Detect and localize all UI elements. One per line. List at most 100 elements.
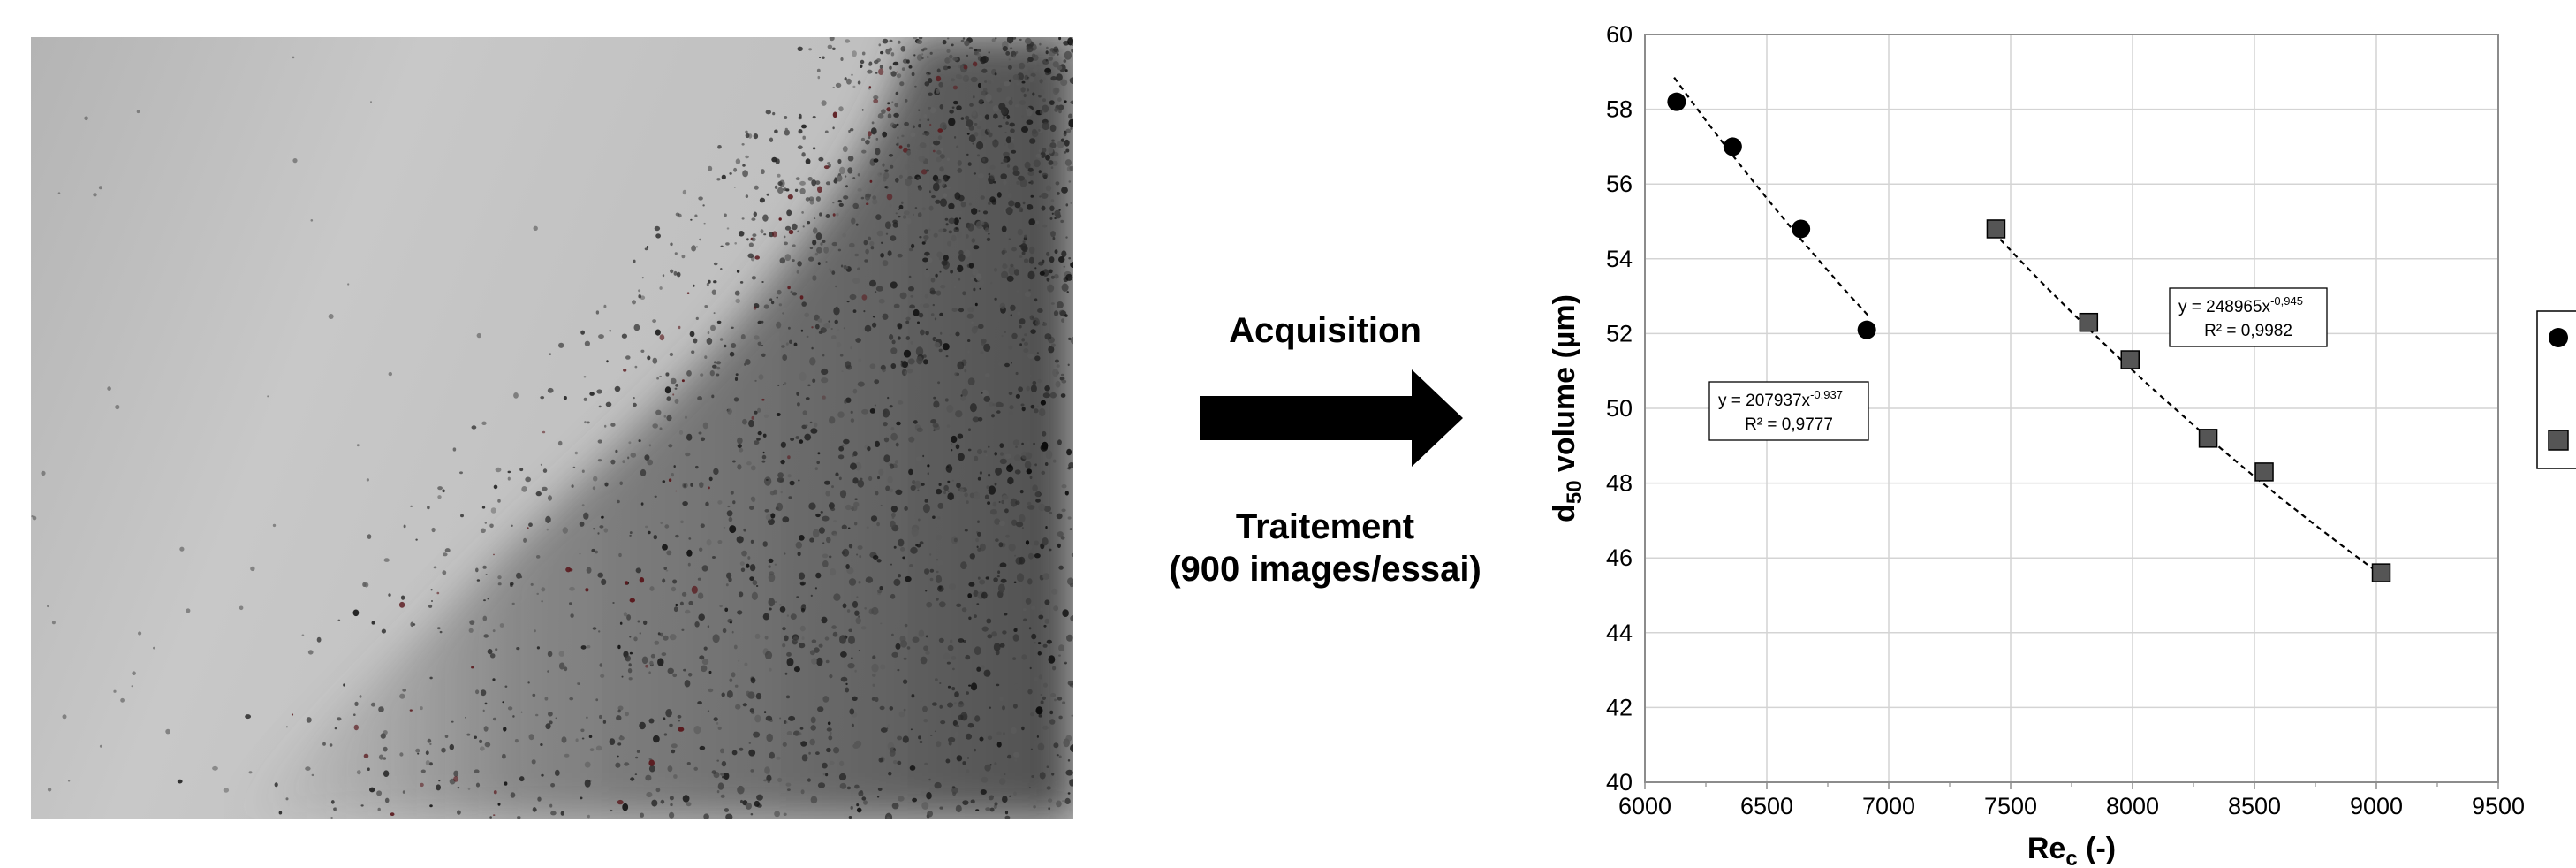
droplet (825, 491, 830, 497)
droplet (668, 444, 673, 448)
droplet (814, 587, 818, 590)
equation-box-frame (2169, 287, 2328, 347)
droplet (858, 358, 862, 362)
droplet (629, 636, 632, 638)
droplet (961, 607, 967, 613)
droplet (1040, 694, 1042, 696)
droplet (1034, 491, 1041, 498)
droplet (826, 747, 831, 753)
droplet (951, 106, 955, 109)
droplet (629, 534, 632, 537)
droplet (653, 735, 660, 743)
droplet (850, 410, 853, 414)
droplet (805, 197, 810, 202)
droplet (764, 766, 770, 774)
droplet (1046, 251, 1050, 256)
droplet (649, 586, 655, 591)
droplet (923, 719, 928, 723)
droplet (984, 227, 989, 232)
droplet (569, 697, 574, 701)
droplet (848, 129, 851, 133)
droplet (815, 180, 821, 186)
droplet (748, 419, 754, 428)
droplet (669, 352, 674, 357)
droplet (714, 361, 716, 364)
droplet (949, 57, 953, 63)
droplet (1042, 224, 1048, 228)
droplet (638, 289, 641, 293)
droplet (706, 282, 709, 286)
droplet (1012, 657, 1017, 660)
droplet (761, 454, 767, 460)
droplet (537, 796, 542, 802)
droplet (769, 667, 772, 672)
droplet (895, 442, 899, 447)
droplet (1034, 642, 1036, 644)
droplet (711, 770, 716, 774)
droplet (988, 172, 991, 176)
droplet (951, 308, 958, 312)
droplet (895, 643, 901, 650)
droplet (878, 43, 882, 47)
droplet (497, 575, 502, 580)
droplet (897, 668, 900, 672)
droplet (754, 335, 760, 340)
droplet (729, 678, 733, 682)
droplet (921, 57, 924, 60)
droplet (427, 738, 432, 743)
droplet (994, 762, 997, 765)
droplet (936, 88, 940, 94)
droplet (492, 629, 496, 633)
droplet (986, 485, 989, 489)
droplet (444, 735, 449, 738)
droplet (857, 173, 860, 177)
droplet (625, 581, 629, 585)
droplet (677, 714, 682, 719)
droplet (911, 527, 919, 537)
droplet (707, 331, 710, 335)
droplet (780, 459, 785, 465)
droplet (1070, 262, 1073, 268)
droplet (1016, 82, 1020, 86)
droplet (924, 499, 928, 503)
droplet (1011, 247, 1017, 252)
droplet (623, 612, 628, 617)
droplet (937, 716, 942, 720)
droplet (935, 199, 941, 204)
droplet (507, 706, 513, 711)
droplet (997, 570, 1001, 574)
droplet (996, 742, 1002, 748)
droplet (638, 439, 641, 443)
droplet (1060, 393, 1066, 398)
droplet (828, 268, 832, 271)
droplet (761, 460, 766, 463)
droplet (924, 251, 930, 256)
droplet (698, 431, 702, 435)
droplet (837, 158, 842, 164)
droplet (838, 106, 844, 112)
droplet (1042, 537, 1049, 546)
y-tick-label: 48 (1606, 470, 1633, 497)
droplet (985, 93, 992, 103)
droplet (485, 574, 488, 575)
droplet (641, 656, 648, 665)
droplet (621, 333, 628, 339)
droplet (896, 71, 898, 73)
droplet (457, 786, 460, 789)
droplet (974, 132, 979, 137)
droplet (1012, 171, 1020, 176)
droplet (852, 202, 859, 209)
droplet (934, 317, 937, 321)
droplet (956, 105, 962, 110)
droplet (823, 165, 830, 170)
droplet (993, 113, 998, 119)
droplet (811, 639, 817, 643)
droplet (953, 226, 960, 232)
droplet (520, 711, 523, 713)
droplet (786, 651, 792, 657)
droplet (1065, 769, 1073, 776)
droplet (732, 460, 736, 463)
droplet (880, 504, 883, 506)
droplet (729, 525, 737, 534)
droplet (1007, 65, 1012, 70)
